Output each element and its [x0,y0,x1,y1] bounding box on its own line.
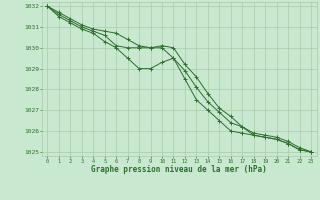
X-axis label: Graphe pression niveau de la mer (hPa): Graphe pression niveau de la mer (hPa) [91,165,267,174]
